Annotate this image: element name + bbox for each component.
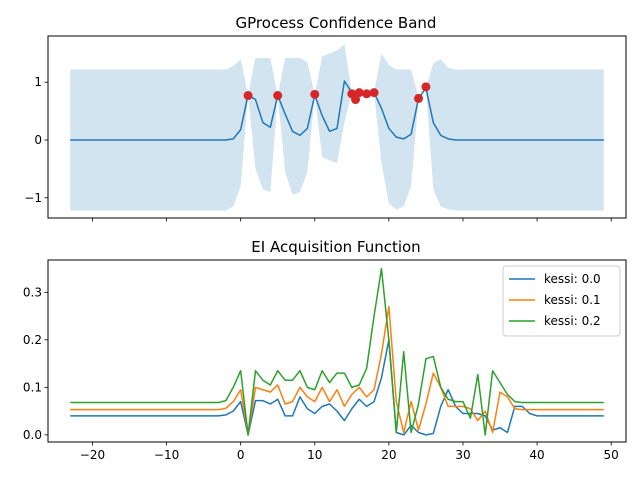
- x-tick-label: −10: [154, 448, 179, 462]
- x-tick-label: 20: [381, 448, 396, 462]
- y-tick-label: −1: [24, 191, 42, 205]
- x-tick-label: 0: [237, 448, 245, 462]
- gp-plot-frame: [47, 35, 627, 219]
- observation-point: [243, 91, 253, 101]
- observation-point: [414, 93, 424, 103]
- observation-point: [354, 88, 364, 98]
- y-tick-label: 0.3: [23, 285, 42, 299]
- observation-point: [273, 91, 283, 101]
- ei-panel-title: EI Acquisition Function: [251, 238, 420, 256]
- legend-frame: [502, 265, 621, 337]
- ei-x-axis: −20 −10 0 10 20 30 40 50: [80, 442, 619, 462]
- gp-panel-title: GProcess Confidence Band: [236, 14, 437, 32]
- y-tick-label: 1: [34, 75, 42, 89]
- observation-point: [351, 95, 361, 105]
- legend: kessi: 0.0 kessi: 0.1 kessi: 0.2: [502, 265, 621, 337]
- legend-label: kessi: 0.2: [544, 314, 601, 328]
- ei-series-line-2: [70, 267, 604, 436]
- mean-line-layer: [70, 80, 604, 141]
- y-tick-label: 0: [34, 133, 42, 147]
- ei-series-line-0: [70, 339, 604, 436]
- ei-plot-frame: [47, 259, 627, 443]
- observation-point: [310, 89, 320, 99]
- ei-series-line-1: [70, 305, 604, 436]
- gp-y-axis: −1 0 1: [24, 75, 48, 205]
- ei-acquisition-panel: EI Acquisition Function −20 −10 0 10 20 30 40 5…: [23, 238, 627, 462]
- gp-confidence-panel: GProcess Confidence Band −1 0 1: [24, 14, 627, 222]
- legend-label: kessi: 0.1: [544, 293, 601, 307]
- gp-mean-line: [70, 80, 604, 141]
- y-tick-label: 0.0: [23, 428, 42, 442]
- x-tick-label: 30: [455, 448, 470, 462]
- x-tick-label: −20: [80, 448, 105, 462]
- y-tick-label: 0.2: [23, 333, 42, 347]
- observation-layer: [243, 82, 431, 105]
- y-tick-label: 0.1: [23, 380, 42, 394]
- observation-point: [421, 82, 431, 92]
- observation-point: [369, 88, 379, 98]
- x-tick-label: 10: [307, 448, 322, 462]
- ei-y-axis: 0.0 0.1 0.2 0.3: [23, 285, 48, 442]
- observation-point: [362, 89, 372, 99]
- x-tick-label: 40: [529, 448, 544, 462]
- gp-x-axis: [92, 218, 612, 222]
- x-tick-label: 50: [604, 448, 619, 462]
- legend-label: kessi: 0.0: [544, 272, 601, 286]
- ei-lines-layer: [70, 267, 604, 436]
